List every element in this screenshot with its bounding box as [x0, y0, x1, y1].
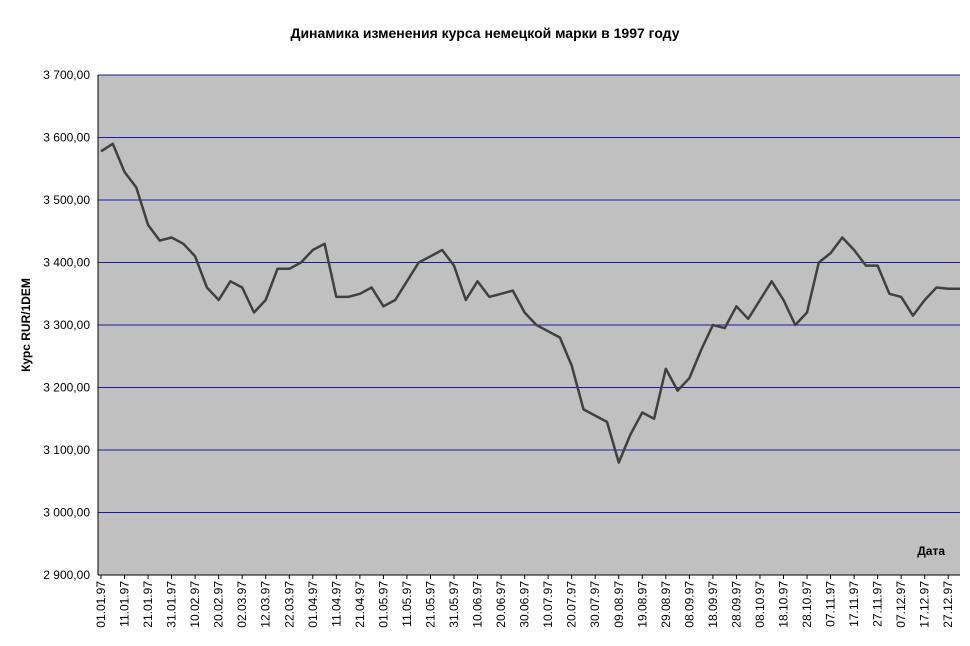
y-tick-label: 3 600,00 — [43, 131, 90, 145]
x-tick-label: 10.07.97 — [541, 581, 555, 628]
x-tick-label: 01.05.97 — [376, 581, 390, 628]
line-series — [100, 142, 960, 464]
x-tick-label: 29.08.97 — [659, 581, 673, 628]
x-tick-label: 08.10.97 — [753, 581, 767, 628]
x-tick-label: 28.10.97 — [800, 581, 814, 628]
y-tick-label: 3 000,00 — [43, 506, 90, 520]
x-tick-label: 07.12.97 — [894, 581, 908, 628]
x-tick-label: 11.05.97 — [400, 581, 414, 627]
x-axis-label: Дата — [917, 544, 945, 558]
y-tick-label: 3 500,00 — [43, 193, 90, 207]
x-tick-label: 20.06.97 — [494, 581, 508, 628]
y-tick-label: 3 700,00 — [43, 68, 90, 82]
x-tick-label: 12.03.97 — [259, 581, 273, 628]
x-tick-label: 21.05.97 — [423, 581, 437, 628]
x-tick-label: 17.12.97 — [918, 581, 932, 628]
x-tick-label: 27.11.97 — [871, 581, 885, 627]
chart-title: Динамика изменения курса немецкой марки … — [290, 25, 679, 41]
x-tick-label: 10.02.97 — [188, 581, 202, 628]
y-tick-label: 2 900,00 — [43, 568, 90, 582]
x-tick-label: 19.08.97 — [635, 581, 649, 628]
x-tick-label: 31.05.97 — [447, 581, 461, 628]
x-tick-label: 31.01.97 — [165, 581, 179, 628]
x-tick-label: 10.06.97 — [471, 581, 485, 628]
x-tick-label: 30.07.97 — [588, 581, 602, 628]
y-tick-label: 3 200,00 — [43, 381, 90, 395]
x-tick-label: 28.09.97 — [729, 581, 743, 628]
x-tick-label: 21.01.97 — [141, 581, 155, 628]
x-tick-label: 01.01.97 — [94, 581, 108, 628]
x-tick-label: 18.09.97 — [706, 581, 720, 628]
y-tick-label: 3 400,00 — [43, 256, 90, 270]
x-tick-label: 11.04.97 — [329, 581, 343, 627]
x-tick-label: 20.02.97 — [212, 581, 226, 628]
x-tick-label: 08.09.97 — [682, 581, 696, 628]
x-tick-label: 09.08.97 — [612, 581, 626, 628]
x-tick-label: 27.12.97 — [941, 581, 955, 628]
x-tick-label: 21.04.97 — [353, 581, 367, 628]
x-tick-label: 18.10.97 — [776, 581, 790, 628]
y-tick-label: 3 300,00 — [43, 318, 90, 332]
x-tick-label: 01.04.97 — [306, 581, 320, 628]
y-axis-label: Курс RUR/1DEM — [19, 278, 33, 372]
x-tick-label: 07.11.97 — [824, 581, 838, 627]
x-tick-label: 30.06.97 — [518, 581, 532, 628]
y-tick-label: 3 100,00 — [43, 443, 90, 457]
x-tick-label: 22.03.97 — [282, 581, 296, 628]
x-tick-label: 02.03.97 — [235, 581, 249, 628]
x-tick-label: 20.07.97 — [565, 581, 579, 628]
x-tick-label: 17.11.97 — [847, 581, 861, 627]
x-tick-label: 11.01.97 — [118, 581, 132, 627]
